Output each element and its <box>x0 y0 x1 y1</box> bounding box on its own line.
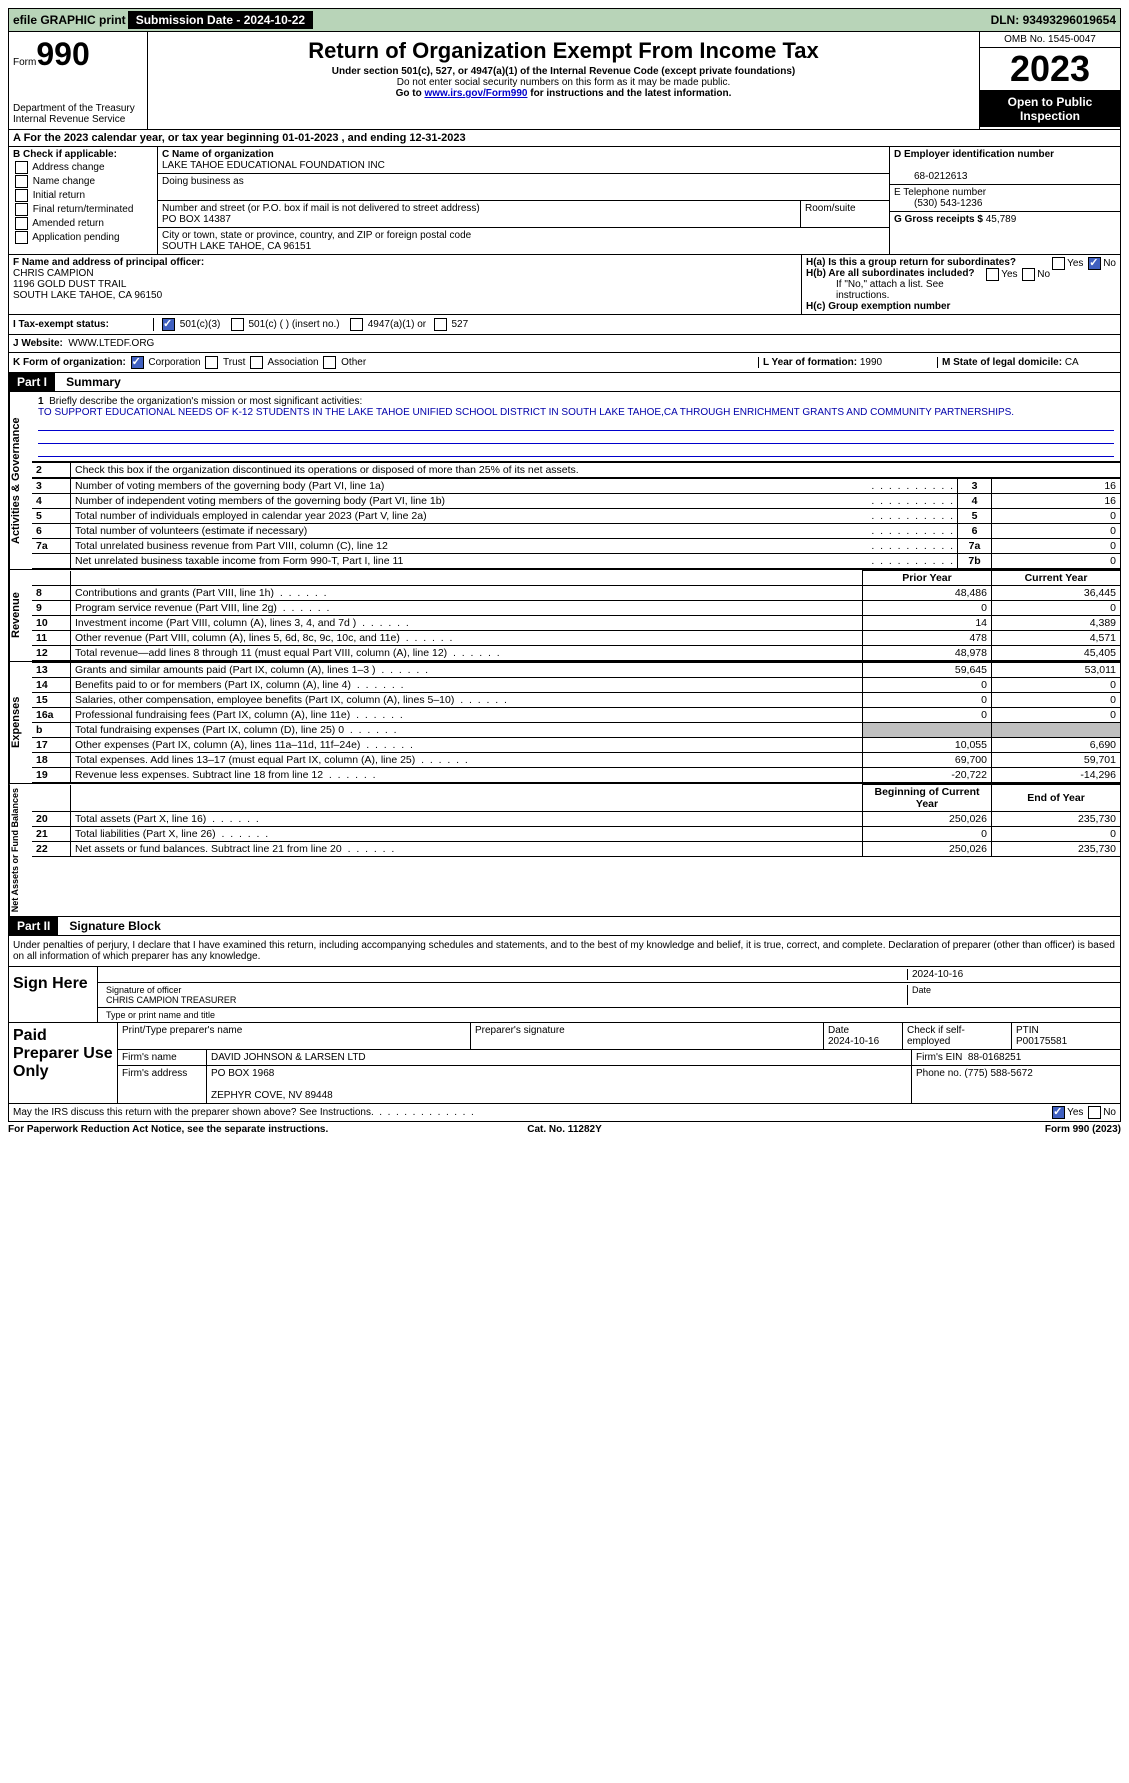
table-row: 11Other revenue (Part VIII, column (A), … <box>32 631 1120 646</box>
table-row: 8Contributions and grants (Part VIII, li… <box>32 586 1120 601</box>
website-row: J Website: WWW.LTEDF.ORG <box>8 335 1121 353</box>
ein: 68-0212613 <box>894 171 967 182</box>
submission-btn: Submission Date - 2024-10-22 <box>128 11 313 29</box>
table-row: 19Revenue less expenses. Subtract line 1… <box>32 768 1120 783</box>
officer-signature: CHRIS CAMPION TREASURER <box>106 995 236 1005</box>
form-number-cell: Form990 Department of the Treasury Inter… <box>9 32 148 129</box>
table-row: 17Other expenses (Part IX, column (A), l… <box>32 738 1120 753</box>
discuss-row: May the IRS discuss this return with the… <box>8 1104 1121 1122</box>
page-footer: For Paperwork Reduction Act Notice, see … <box>8 1122 1121 1137</box>
table-row: 15Salaries, other compensation, employee… <box>32 693 1120 708</box>
table-row: 4Number of independent voting members of… <box>32 494 1120 509</box>
chk-name[interactable]: Name change <box>13 175 153 188</box>
title-cell: Return of Organization Exempt From Incom… <box>148 32 979 129</box>
tax-status-row: I Tax-exempt status: 501(c)(3) 501(c) ( … <box>8 315 1121 335</box>
form-title: Return of Organization Exempt From Incom… <box>152 38 975 64</box>
table-row: 9Program service revenue (Part VIII, lin… <box>32 601 1120 616</box>
info-grid: B Check if applicable: Address change Na… <box>8 147 1121 255</box>
officer-grid: F Name and address of principal officer:… <box>8 255 1121 315</box>
table-row: 14Benefits paid to or for members (Part … <box>32 678 1120 693</box>
discuss-yes <box>1052 1106 1065 1119</box>
table-row: 22Net assets or fund balances. Subtract … <box>32 842 1120 857</box>
telephone: (530) 543-1236 <box>894 198 982 209</box>
revenue-section: Revenue Prior Year Current Year 8Contrib… <box>8 570 1121 662</box>
dln-label: DLN: 93493296019654 <box>991 13 1116 27</box>
org-form-row: K Form of organization: Corporation Trus… <box>8 353 1121 373</box>
org-name: LAKE TAHOE EDUCATIONAL FOUNDATION INC <box>162 160 385 171</box>
col-b: B Check if applicable: Address change Na… <box>9 147 158 254</box>
signature-block: Under penalties of perjury, I declare th… <box>8 936 1121 1104</box>
table-row: 18Total expenses. Add lines 13–17 (must … <box>32 753 1120 768</box>
chk-final[interactable]: Final return/terminated <box>13 203 153 216</box>
dept-label: Department of the Treasury Internal Reve… <box>13 103 143 125</box>
street: PO BOX 14387 <box>162 214 231 225</box>
corp-check <box>131 356 144 369</box>
efile-label: efile GRAPHIC print <box>13 13 126 27</box>
year-cell: OMB No. 1545-0047 2023 Open to Public In… <box>979 32 1120 129</box>
ag-table: 2Check this box if the organization disc… <box>32 462 1120 478</box>
col-d: D Employer identification number 68-0212… <box>889 147 1120 254</box>
city: SOUTH LAKE TAHOE, CA 96151 <box>162 241 311 252</box>
table-row: 13Grants and similar amounts paid (Part … <box>32 663 1120 678</box>
form-header: Form990 Department of the Treasury Inter… <box>8 32 1121 130</box>
ha-no-check <box>1088 257 1101 270</box>
chk-amended[interactable]: Amended return <box>13 217 153 230</box>
col-c: C Name of organization LAKE TAHOE EDUCAT… <box>158 147 889 254</box>
expenses-section: Expenses 13Grants and similar amounts pa… <box>8 662 1121 784</box>
501c3-check <box>162 318 175 331</box>
chk-address[interactable]: Address change <box>13 161 153 174</box>
chk-initial[interactable]: Initial return <box>13 189 153 202</box>
chk-pending[interactable]: Application pending <box>13 231 153 244</box>
irs-link[interactable]: www.irs.gov/Form990 <box>424 88 527 99</box>
activities-governance: Activities & Governance 1 Briefly descri… <box>8 392 1121 570</box>
table-row: 6Total number of volunteers (estimate if… <box>32 524 1120 539</box>
gross-receipts: 45,789 <box>986 214 1017 225</box>
table-row: 20Total assets (Part X, line 16) . . . .… <box>32 812 1120 827</box>
row-a: A For the 2023 calendar year, or tax yea… <box>8 130 1121 147</box>
part2-header: Part II <box>9 917 58 935</box>
table-row: 12Total revenue—add lines 8 through 11 (… <box>32 646 1120 661</box>
part1-header: Part I <box>9 373 55 391</box>
net-assets-section: Net Assets or Fund Balances Beginning of… <box>8 784 1121 917</box>
top-bar: efile GRAPHIC print Submission Date - 20… <box>8 8 1121 32</box>
table-row: 16aProfessional fundraising fees (Part I… <box>32 708 1120 723</box>
mission-text: TO SUPPORT EDUCATIONAL NEEDS OF K-12 STU… <box>38 407 1014 418</box>
table-row: bTotal fundraising expenses (Part IX, co… <box>32 723 1120 738</box>
table-row: 3Number of voting members of the governi… <box>32 479 1120 494</box>
table-row: Net unrelated business taxable income fr… <box>32 554 1120 569</box>
table-row: 21Total liabilities (Part X, line 26) . … <box>32 827 1120 842</box>
table-row: 7aTotal unrelated business revenue from … <box>32 539 1120 554</box>
table-row: 10Investment income (Part VIII, column (… <box>32 616 1120 631</box>
table-row: 5Total number of individuals employed in… <box>32 509 1120 524</box>
website-value: WWW.LTEDF.ORG <box>68 338 154 349</box>
